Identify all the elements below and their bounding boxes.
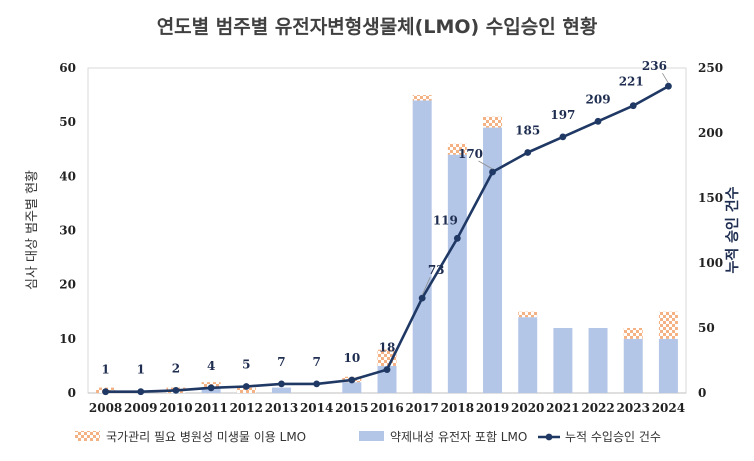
data-label-leader <box>662 72 669 84</box>
y-tick-label-left: 30 <box>59 224 76 238</box>
data-label: 73 <box>428 263 445 277</box>
y-tick-label-left: 40 <box>59 169 76 183</box>
bar-segment <box>377 365 397 393</box>
x-tick-label: 2021 <box>546 401 579 415</box>
bar-segment <box>271 387 291 393</box>
cumulative-point <box>559 133 567 141</box>
x-tick-label: 2017 <box>405 401 438 415</box>
bar-segment <box>483 116 503 128</box>
cumulative-point <box>348 376 356 384</box>
y-tick-label-right: 150 <box>698 191 723 205</box>
data-label: 197 <box>550 108 575 122</box>
data-label: 221 <box>619 75 644 89</box>
y-axis-title-left: 심사 대상 범주별 현황 <box>25 170 40 290</box>
cumulative-point <box>594 117 602 125</box>
legend-label: 국가관리 필요 병원성 미생물 이용 LMO <box>106 430 306 444</box>
x-tick-label: 2020 <box>511 401 544 415</box>
data-label: 119 <box>433 213 458 227</box>
cumulative-point <box>383 366 391 373</box>
bar-segment <box>518 317 538 393</box>
y-tick-label-right: 100 <box>698 256 723 270</box>
bar-segment <box>658 338 678 393</box>
data-label: 1 <box>137 363 145 377</box>
bar-segment <box>236 387 256 393</box>
data-label: 209 <box>586 92 611 106</box>
x-tick-label: 2016 <box>370 401 403 415</box>
bar-segment <box>623 328 643 339</box>
cumulative-point <box>172 387 180 394</box>
bar-segment <box>518 311 538 318</box>
cumulative-point <box>278 380 285 388</box>
bar-segment <box>483 127 503 393</box>
data-label-leader <box>478 160 493 170</box>
y-tick-label-left: 60 <box>59 61 76 75</box>
legend-label: 누적 수입승인 건수 <box>565 430 661 444</box>
x-tick-label: 2018 <box>441 401 474 415</box>
chart-title: 연도별 범주별 유전자변형생물체(LMO) 수입승인 현황 <box>157 15 598 38</box>
y-tick-label-right: 0 <box>698 386 706 400</box>
x-tick-label: 2012 <box>230 401 263 415</box>
y-tick-label-left: 50 <box>59 115 76 129</box>
legend-swatch <box>75 431 100 441</box>
data-label: 185 <box>515 124 540 138</box>
x-tick-label: 2023 <box>617 401 650 415</box>
bar-segment <box>342 382 362 393</box>
data-label: 5 <box>242 358 250 372</box>
y-tick-label-right: 200 <box>698 126 723 140</box>
x-tick-label: 2022 <box>581 401 614 415</box>
x-tick-label: 2013 <box>265 401 298 415</box>
cumulative-point <box>313 380 321 388</box>
cumulative-point <box>418 294 426 302</box>
data-label-leader <box>421 276 431 296</box>
x-tick-label: 2015 <box>335 401 368 415</box>
data-label: 18 <box>379 341 396 355</box>
data-label: 236 <box>642 59 667 73</box>
bar-segment <box>412 100 432 393</box>
legend-swatch-marker <box>545 433 553 441</box>
x-tick-label: 2010 <box>159 401 192 415</box>
legend-swatch <box>359 431 384 441</box>
bar-segment <box>623 338 643 393</box>
bar-segment <box>447 143 467 155</box>
data-label: 7 <box>277 355 285 369</box>
data-label: 2 <box>172 361 180 375</box>
bar-segment <box>658 311 678 339</box>
x-tick-label: 2009 <box>124 401 157 415</box>
bar-segment <box>588 328 608 393</box>
cumulative-point <box>137 388 145 396</box>
data-label: 4 <box>207 359 215 373</box>
data-label: 170 <box>458 147 483 161</box>
cumulative-point <box>102 388 109 396</box>
cumulative-point <box>489 168 496 176</box>
bar-segment <box>447 154 467 393</box>
y-tick-label-right: 250 <box>698 61 723 75</box>
x-tick-label: 2011 <box>194 401 227 415</box>
y-tick-label-left: 20 <box>59 278 76 292</box>
bar-segment <box>412 95 432 101</box>
y-tick-label-left: 0 <box>68 386 76 400</box>
data-label: 10 <box>343 351 360 365</box>
bar-segment <box>553 328 573 393</box>
cumulative-point <box>665 82 672 90</box>
data-label: 7 <box>312 355 320 369</box>
x-tick-label: 2008 <box>89 401 122 415</box>
x-tick-label: 2019 <box>476 401 509 415</box>
x-tick-label: 2014 <box>300 401 333 415</box>
y-tick-label-left: 10 <box>59 332 76 346</box>
cumulative-point <box>207 384 215 392</box>
y-tick-label-right: 50 <box>698 321 715 335</box>
x-tick-label: 2024 <box>652 401 685 415</box>
cumulative-point <box>242 383 250 390</box>
cumulative-point <box>524 149 532 156</box>
y-axis-title-right: 누적 승인 건수 <box>724 186 741 273</box>
data-label: 1 <box>101 363 109 377</box>
cumulative-point <box>629 102 637 110</box>
legend-label: 약제내성 유전자 포함 LMO <box>390 429 527 444</box>
cumulative-point <box>453 234 461 242</box>
